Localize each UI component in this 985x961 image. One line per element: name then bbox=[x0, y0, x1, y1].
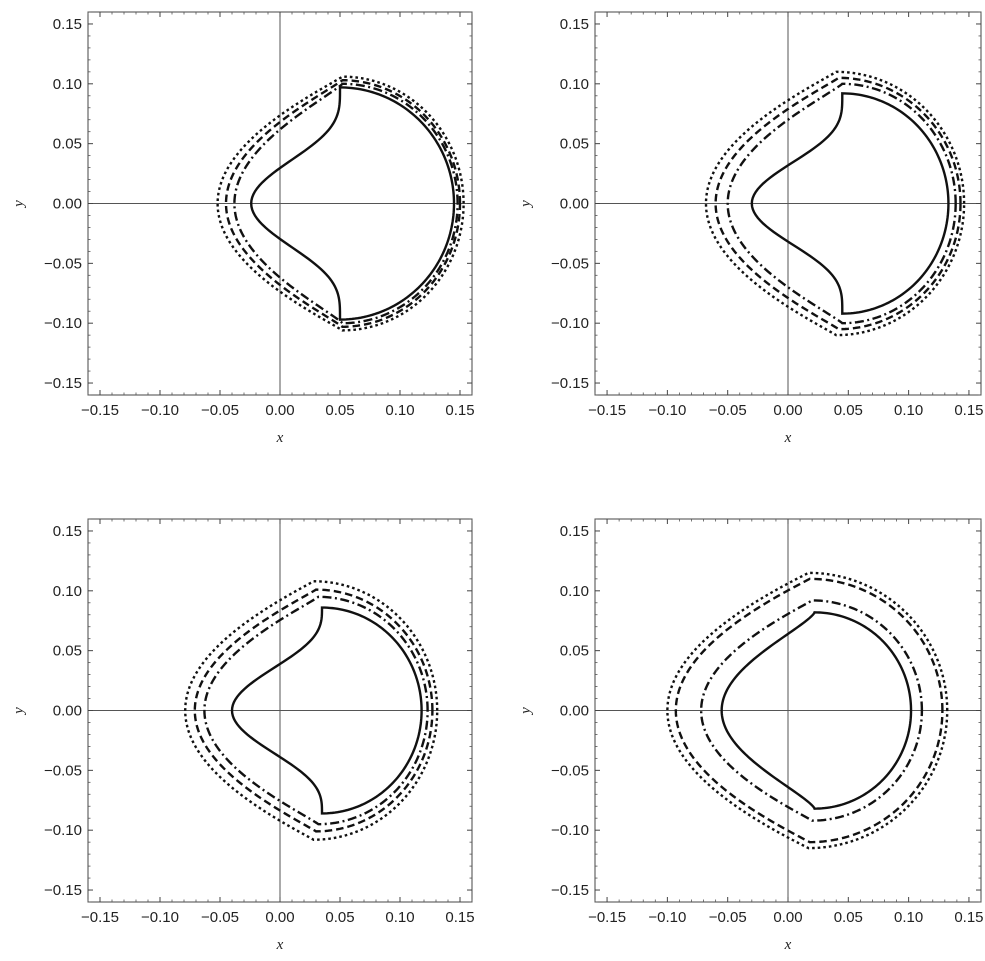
x-tick-label: −0.10 bbox=[648, 402, 686, 419]
x-tick-label: −0.05 bbox=[201, 402, 239, 419]
curve-dash-dot bbox=[203, 595, 429, 826]
curve-dashed bbox=[193, 588, 434, 833]
x-tick-label: −0.15 bbox=[588, 909, 626, 926]
y-tick-label: 0.10 bbox=[53, 583, 82, 600]
x-tick-label: −0.15 bbox=[81, 909, 119, 926]
x-tick-label: 0.10 bbox=[894, 402, 923, 419]
curve-dash-dot bbox=[726, 82, 957, 325]
x-tick-label: 0.00 bbox=[773, 402, 802, 419]
curve-dash-dot bbox=[233, 82, 459, 325]
curve-solid bbox=[720, 611, 913, 810]
curve-dotted bbox=[183, 580, 439, 841]
x-tick-label: 0.10 bbox=[385, 909, 414, 926]
y-tick-label: −0.15 bbox=[551, 882, 589, 899]
chart-panel-top-left: −0.15 −0.10 −0.05 0.00 0.05 0.10 0.15 −0.15 −0.1… bbox=[11, 11, 475, 446]
y-tick-label: −0.05 bbox=[551, 255, 589, 272]
x-tick-label: −0.05 bbox=[709, 909, 747, 926]
chart-panel-top-right: −0.15 −0.10 −0.05 0.00 0.05 0.10 0.15 −0.15 −0.1… bbox=[518, 11, 984, 446]
x-tick-label: 0.15 bbox=[445, 402, 474, 419]
curve-solid bbox=[249, 86, 456, 321]
x-axis-title: x bbox=[784, 937, 792, 953]
x-tick-label: −0.15 bbox=[588, 402, 626, 419]
y-tick-label: −0.05 bbox=[44, 762, 82, 779]
y-tick-label: 0.15 bbox=[53, 523, 82, 540]
x-tick-label: −0.10 bbox=[141, 402, 179, 419]
y-tick-label: −0.10 bbox=[551, 822, 589, 839]
y-tick-label: −0.05 bbox=[44, 255, 82, 272]
y-tick-label: 0.15 bbox=[560, 523, 589, 540]
y-tick-label: 0.10 bbox=[53, 76, 82, 93]
x-tick-label: 0.15 bbox=[954, 402, 983, 419]
curve-dash-dot bbox=[699, 599, 924, 822]
x-tick-label: −0.10 bbox=[141, 909, 179, 926]
y-tick-label: −0.15 bbox=[551, 375, 589, 392]
x-tick-label: 0.05 bbox=[325, 909, 354, 926]
y-tick-label: 0.05 bbox=[53, 136, 82, 153]
y-tick-label: −0.15 bbox=[44, 375, 82, 392]
y-tick-label: 0.00 bbox=[560, 196, 589, 213]
x-tick-label: 0.15 bbox=[445, 909, 474, 926]
y-tick-label: −0.10 bbox=[44, 822, 82, 839]
x-tick-label: 0.05 bbox=[834, 909, 863, 926]
curve-dotted bbox=[216, 75, 465, 332]
x-tick-label: 0.10 bbox=[894, 909, 923, 926]
y-tick-label: 0.05 bbox=[560, 136, 589, 153]
curve-solid bbox=[750, 92, 950, 315]
y-axis-title: y bbox=[11, 707, 27, 716]
x-tick-label: 0.00 bbox=[265, 402, 294, 419]
y-tick-label: −0.05 bbox=[551, 762, 589, 779]
y-tick-label: 0.15 bbox=[560, 16, 589, 33]
x-axis-title: x bbox=[276, 937, 284, 953]
y-tick-label: 0.00 bbox=[53, 196, 82, 213]
chart-panel-bottom-right: −0.15 −0.10 −0.05 0.00 0.05 0.10 0.15 −0.15 −0.1… bbox=[518, 518, 984, 953]
curve-dashed bbox=[224, 79, 462, 328]
x-tick-label: −0.10 bbox=[648, 909, 686, 926]
x-tick-label: 0.15 bbox=[954, 909, 983, 926]
x-tick-label: −0.15 bbox=[81, 402, 119, 419]
y-tick-label: −0.10 bbox=[551, 315, 589, 332]
x-tick-label: 0.00 bbox=[773, 909, 802, 926]
y-tick-label: 0.00 bbox=[560, 703, 589, 720]
y-axis-title: y bbox=[518, 200, 534, 209]
x-tick-label: 0.10 bbox=[385, 402, 414, 419]
x-tick-label: −0.05 bbox=[201, 909, 239, 926]
chart-panel-bottom-left: −0.15 −0.10 −0.05 0.00 0.05 0.10 0.15 −0.15 −0.1… bbox=[11, 518, 475, 953]
y-tick-label: −0.15 bbox=[44, 882, 82, 899]
y-axis-title: y bbox=[518, 707, 534, 716]
curve-dashed bbox=[714, 76, 962, 331]
y-tick-label: −0.10 bbox=[44, 315, 82, 332]
x-tick-label: 0.00 bbox=[265, 909, 294, 926]
x-axis-title: x bbox=[276, 430, 284, 446]
y-axis-title: y bbox=[11, 200, 27, 209]
curve-dotted bbox=[666, 571, 949, 850]
x-axis-title: x bbox=[784, 430, 792, 446]
y-tick-label: 0.10 bbox=[560, 583, 589, 600]
y-tick-label: 0.05 bbox=[53, 643, 82, 660]
x-tick-label: 0.05 bbox=[325, 402, 354, 419]
x-tick-label: −0.05 bbox=[709, 402, 747, 419]
x-tick-label: 0.05 bbox=[834, 402, 863, 419]
curve-solid bbox=[230, 606, 423, 815]
curve-dotted bbox=[704, 70, 966, 337]
curve-dashed bbox=[674, 577, 944, 844]
y-tick-label: 0.00 bbox=[53, 703, 82, 720]
y-tick-label: 0.15 bbox=[53, 16, 82, 33]
y-tick-label: 0.05 bbox=[560, 643, 589, 660]
y-tick-label: 0.10 bbox=[560, 76, 589, 93]
